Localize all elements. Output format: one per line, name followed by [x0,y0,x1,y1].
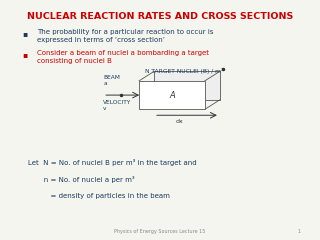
Text: N TARGET NUCLEI (B) / m²: N TARGET NUCLEI (B) / m² [145,68,223,74]
Text: Consider a beam of nuclei a bombarding a target
consisting of nuclei B: Consider a beam of nuclei a bombarding a… [37,50,209,64]
Text: n = No. of nuclei a per m³: n = No. of nuclei a per m³ [28,176,135,183]
Text: The probability for a particular reaction to occur is
expressed in terms of ‘cro: The probability for a particular reactio… [37,29,214,43]
Text: dx: dx [176,119,183,124]
Bar [139,81,205,109]
Text: VELOCITY
v: VELOCITY v [103,100,132,111]
Text: NUCLEAR REACTION RATES AND CROSS SECTIONS: NUCLEAR REACTION RATES AND CROSS SECTION… [27,12,293,21]
Text: ▪: ▪ [22,29,28,38]
Text: = density of particles in the beam: = density of particles in the beam [28,193,170,199]
Text: Physics of Energy Sources Lecture 15: Physics of Energy Sources Lecture 15 [114,229,206,234]
Text: BEAM
a: BEAM a [103,75,120,86]
Text: A: A [169,90,175,100]
Text: ▪: ▪ [22,50,28,59]
Bar [154,71,220,100]
Text: 1: 1 [297,229,300,234]
Text: Let  N = No. of nuclei B per m³ in the target and: Let N = No. of nuclei B per m³ in the ta… [28,159,197,166]
